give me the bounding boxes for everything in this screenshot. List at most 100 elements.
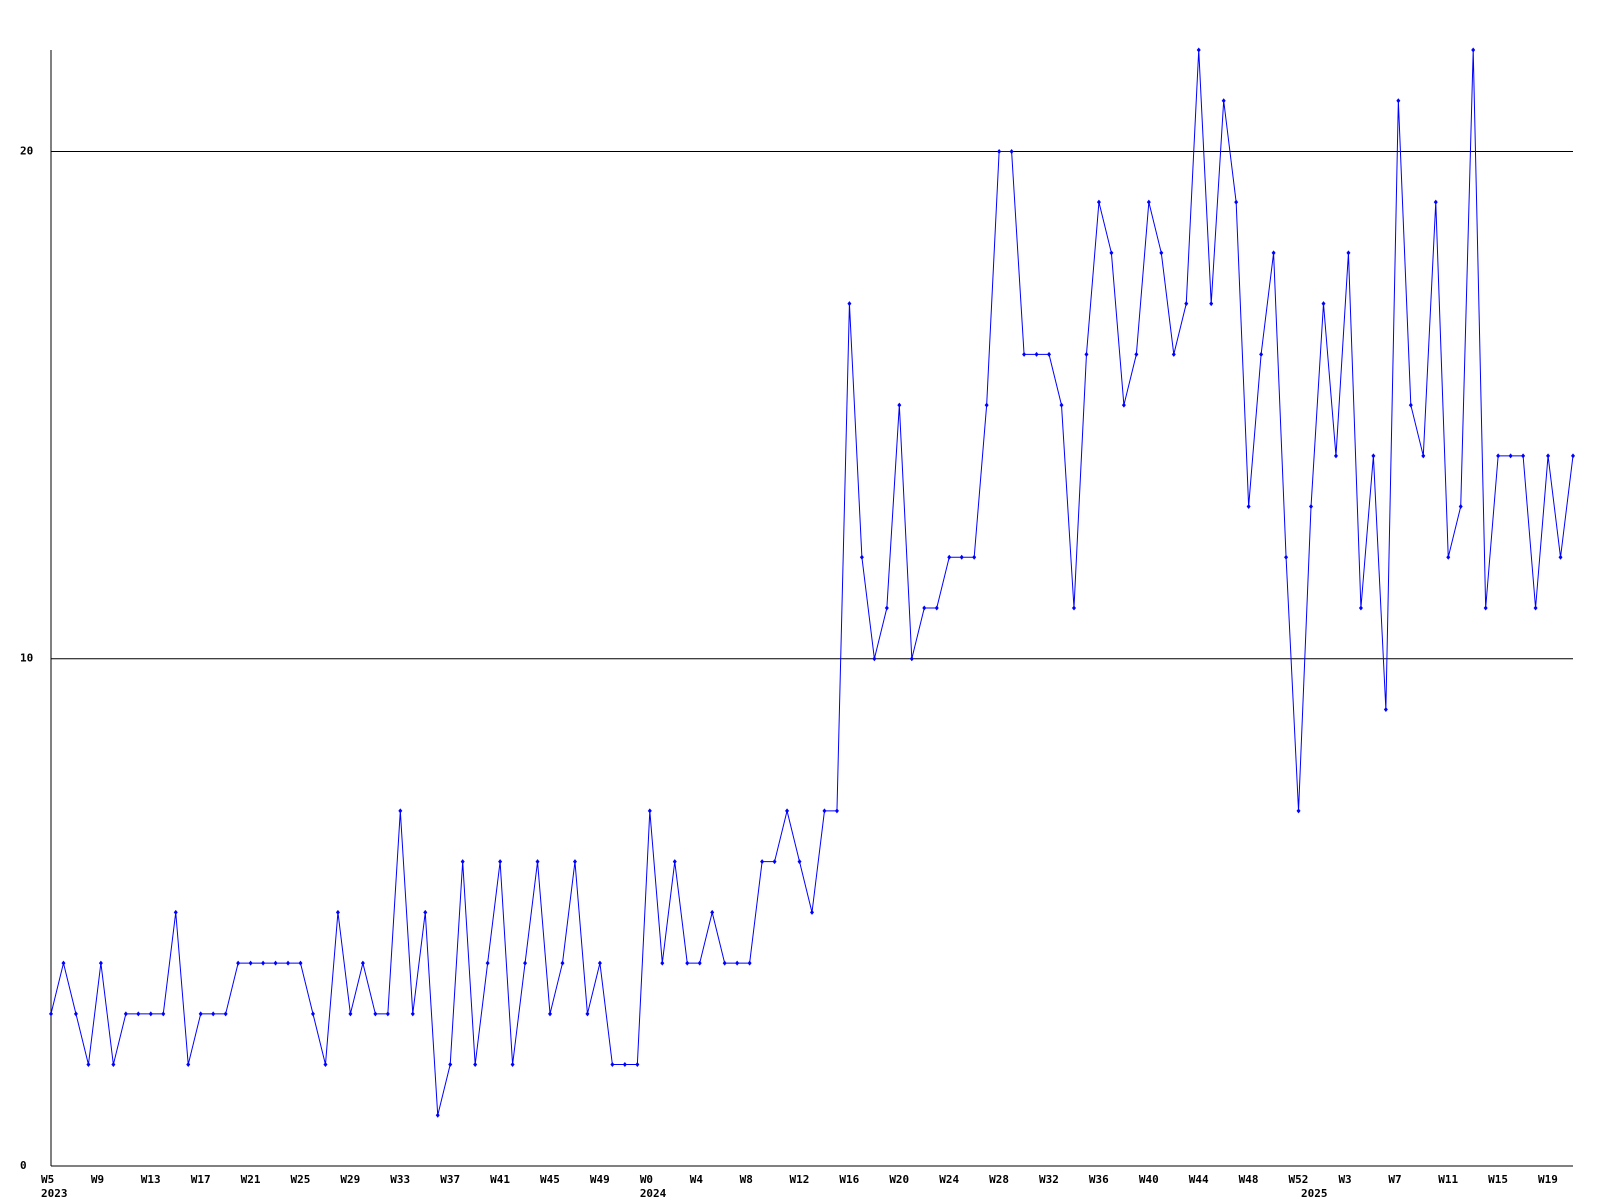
data-point	[1246, 504, 1251, 510]
data-point	[223, 1011, 228, 1017]
data-point	[1458, 504, 1463, 510]
data-point	[747, 960, 752, 966]
data-point	[1134, 351, 1139, 357]
data-point	[884, 605, 889, 611]
data-point	[73, 1011, 78, 1017]
data-point	[248, 960, 253, 966]
data-point	[872, 656, 877, 662]
data-point	[49, 1011, 53, 1017]
data-point	[123, 1011, 128, 1017]
data-point	[373, 1011, 378, 1017]
x-tick-label: W33	[390, 1173, 410, 1186]
data-point	[1184, 301, 1189, 307]
data-point	[98, 960, 103, 966]
data-point	[1533, 605, 1538, 611]
data-point	[1446, 554, 1451, 560]
data-point	[61, 960, 66, 966]
data-point	[1022, 351, 1027, 357]
data-point	[610, 1062, 615, 1068]
data-point	[1284, 554, 1289, 560]
x-tick-label: W32	[1039, 1173, 1059, 1186]
data-point	[1508, 453, 1513, 459]
data-point	[1383, 706, 1388, 712]
x-tick-label: W36	[1089, 1173, 1109, 1186]
data-point	[1109, 250, 1114, 256]
year-label: 2023	[41, 1187, 68, 1200]
data-point	[360, 960, 365, 966]
data-point	[1059, 402, 1064, 408]
data-point	[460, 859, 465, 865]
x-tick-label: W25	[291, 1173, 311, 1186]
x-tick-label: W20	[889, 1173, 909, 1186]
x-tick-label: W52	[1289, 1173, 1309, 1186]
data-point	[822, 808, 827, 814]
data-point	[335, 909, 340, 915]
x-tick-label: W44	[1189, 1173, 1209, 1186]
data-point	[909, 656, 914, 662]
data-point	[847, 301, 852, 307]
x-tick-label: W48	[1239, 1173, 1259, 1186]
data-point	[897, 402, 902, 408]
data-point	[448, 1062, 453, 1068]
x-tick-label: W19	[1538, 1173, 1558, 1186]
x-tick-label: W17	[191, 1173, 211, 1186]
y-tick-label: 20	[20, 144, 33, 157]
x-tick-label: W9	[91, 1173, 104, 1186]
data-point	[1047, 351, 1052, 357]
x-tick-label: W11	[1438, 1173, 1458, 1186]
data-point	[1433, 199, 1438, 205]
x-tick-label: W0	[640, 1173, 653, 1186]
x-tick-label: W24	[939, 1173, 959, 1186]
data-point	[1571, 453, 1575, 459]
data-point	[1309, 504, 1314, 510]
data-point	[672, 859, 677, 865]
data-point	[1333, 453, 1338, 459]
data-point	[136, 1011, 141, 1017]
data-point	[1096, 199, 1101, 205]
year-label: 2025	[1301, 1187, 1328, 1200]
data-point	[148, 1011, 153, 1017]
data-point	[635, 1062, 640, 1068]
data-point	[797, 859, 802, 865]
data-point	[1009, 148, 1014, 154]
data-point	[111, 1062, 116, 1068]
data-point	[523, 960, 528, 966]
data-point	[1034, 351, 1039, 357]
data-point	[173, 909, 178, 915]
data-point	[1358, 605, 1363, 611]
data-point	[859, 554, 864, 560]
x-tick-label: W29	[340, 1173, 360, 1186]
data-point	[1483, 605, 1488, 611]
data-point	[934, 605, 939, 611]
data-point	[385, 1011, 390, 1017]
data-point	[1558, 554, 1563, 560]
data-point	[1234, 199, 1239, 205]
data-point	[1259, 351, 1264, 357]
x-tick-label: W49	[590, 1173, 610, 1186]
data-point	[1221, 98, 1226, 104]
x-tick-label: W41	[490, 1173, 510, 1186]
data-point	[972, 554, 977, 560]
data-point	[435, 1112, 440, 1118]
data-point	[398, 808, 403, 814]
data-point	[498, 859, 503, 865]
x-tick-label: W40	[1139, 1173, 1159, 1186]
x-tick-label: W28	[989, 1173, 1009, 1186]
data-point	[697, 960, 702, 966]
data-point	[510, 1062, 515, 1068]
x-tick-label: W37	[440, 1173, 460, 1186]
data-point	[647, 808, 652, 814]
y-tick-label: 0	[20, 1159, 27, 1172]
data-point	[1496, 453, 1501, 459]
data-point	[622, 1062, 627, 1068]
data-point	[834, 808, 839, 814]
data-point	[597, 960, 602, 966]
x-tick-label: W15	[1488, 1173, 1508, 1186]
x-tick-label: W5	[41, 1173, 54, 1186]
data-point	[922, 605, 927, 611]
data-point	[722, 960, 727, 966]
data-point	[785, 808, 790, 814]
data-point	[1121, 402, 1126, 408]
x-tick-label: W4	[690, 1173, 704, 1186]
